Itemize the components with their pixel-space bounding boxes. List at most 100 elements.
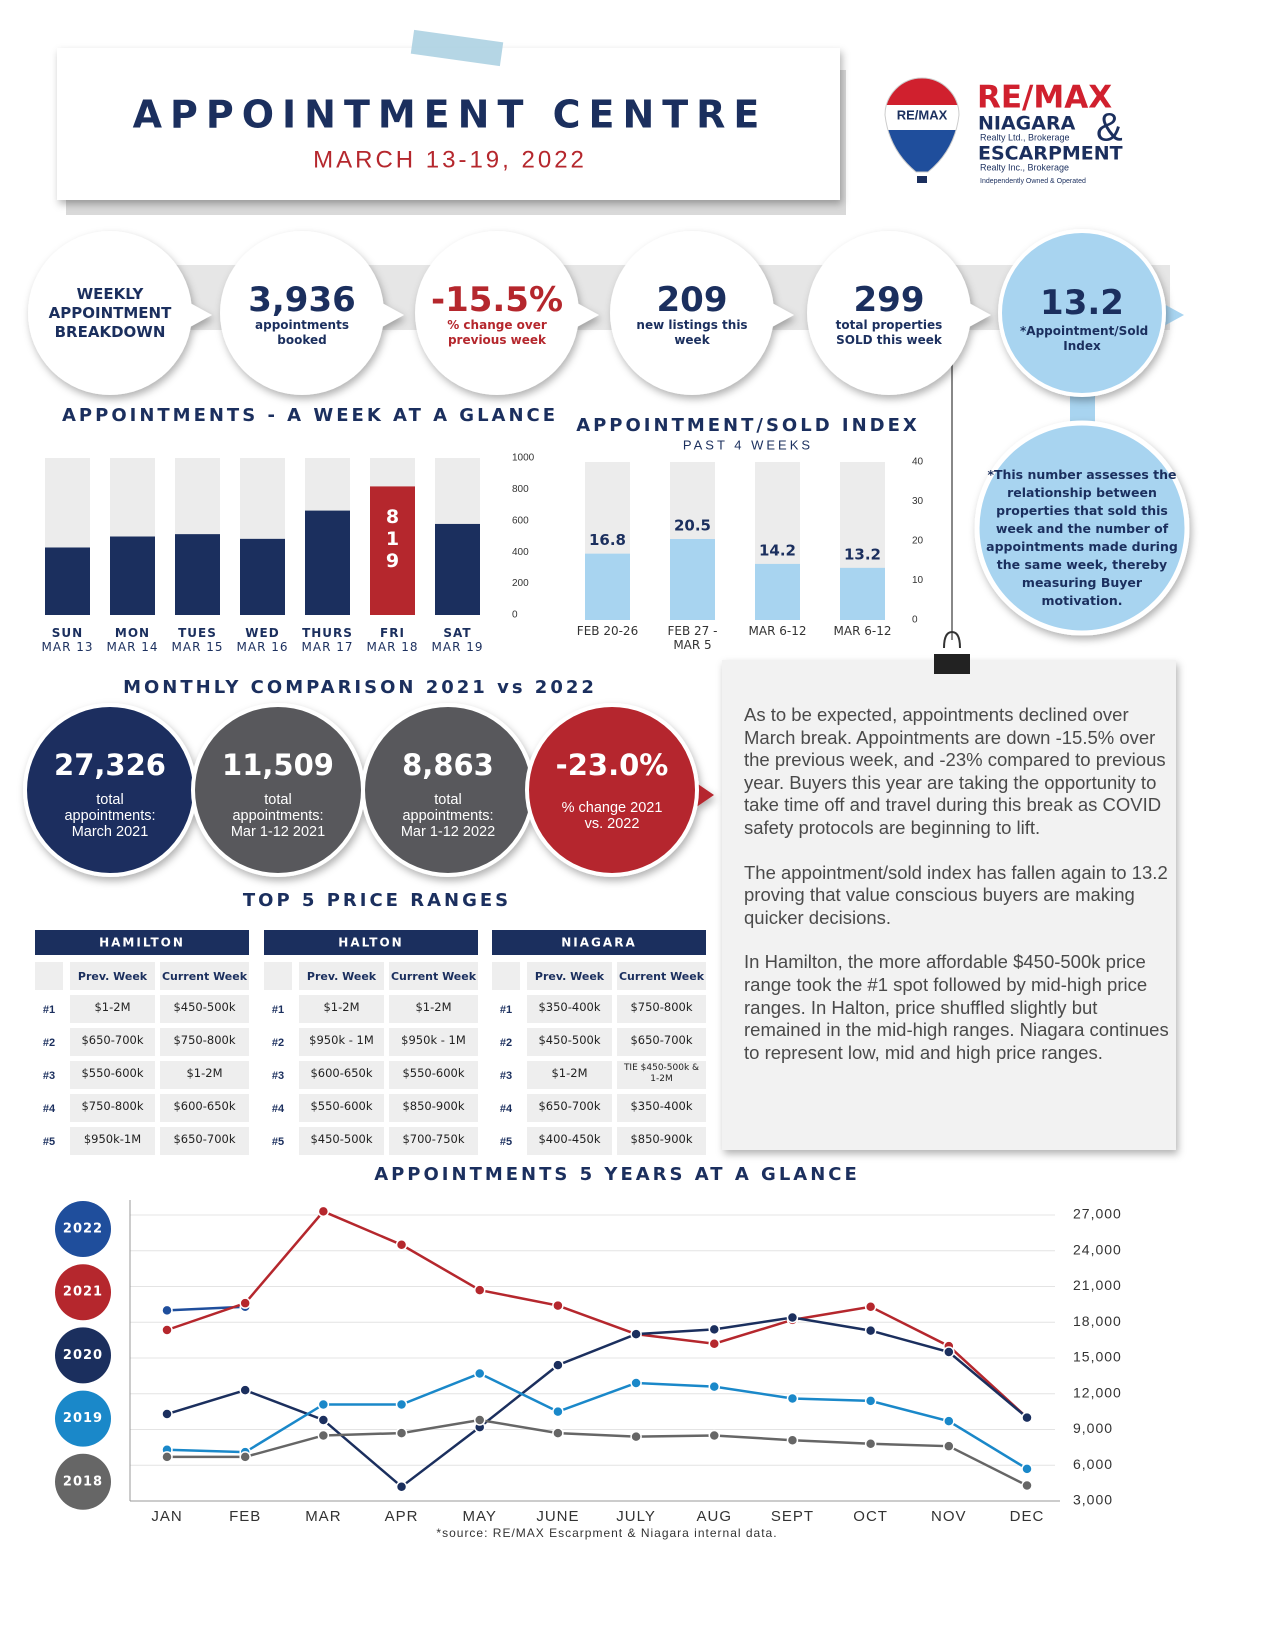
point: [239, 1384, 251, 1396]
point: [317, 1414, 330, 1426]
x-tick-sublabel: MAR 15: [171, 640, 224, 654]
y-tick-label: 400: [512, 547, 529, 558]
x-tick-sublabel: MAR 14: [106, 640, 159, 654]
table-value: $750-800k: [81, 1099, 144, 1113]
x-tick-sublabel: MAR 16: [236, 640, 289, 654]
binder-clip: [934, 630, 970, 674]
bar: [670, 539, 715, 620]
table-value: $950k - 1M: [309, 1033, 374, 1047]
x-tick-sublabel: MAR 19: [431, 640, 484, 654]
table-cell: [527, 1028, 612, 1056]
y-tick-label: 800: [512, 484, 529, 495]
table-cell: [389, 1061, 478, 1089]
y-tick-label: 200: [512, 578, 529, 589]
bar-value-label: 819: [385, 506, 400, 573]
commentary-paragraph: In Hamilton, the more affordable $450-50…: [744, 951, 1169, 1063]
logo-brand: RE/MAX: [977, 80, 1112, 116]
stat-caption: total properties SOLD this week: [835, 318, 943, 347]
table-cell: [617, 995, 706, 1023]
x-tick-label: APR: [385, 1508, 419, 1525]
table-cell: [617, 1127, 706, 1155]
x-tick-label: FRI: [380, 626, 405, 640]
table-cell: [299, 1028, 384, 1056]
table-value: $400-450k: [538, 1132, 601, 1146]
table-cell: [160, 1094, 249, 1122]
table-cell: [70, 962, 155, 990]
line-chart-title: APPOINTMENTS 5 YEARS AT A GLANCE: [374, 1164, 860, 1185]
table-cell: [389, 1028, 478, 1056]
bar-value-label: 16.8: [589, 531, 626, 549]
x-tick-label: MAY: [463, 1508, 497, 1525]
point: [1021, 1463, 1033, 1475]
table-cell: [617, 962, 706, 990]
table-value: $1-2M: [551, 1066, 588, 1080]
point: [864, 1324, 877, 1337]
table-cell: [35, 962, 63, 990]
y-tick-label: 6,000: [1073, 1456, 1113, 1472]
table-cell: [160, 1028, 249, 1056]
table-name: HALTON: [338, 936, 403, 950]
x-tick-label: MON: [114, 626, 151, 640]
table-cell: [527, 1127, 612, 1155]
x-tick-sublabel: MAR 17: [301, 640, 354, 654]
table-cell: [527, 962, 612, 990]
point: [943, 1415, 955, 1427]
rank: #2: [500, 1037, 512, 1049]
legend-swatch: [55, 1390, 111, 1447]
monthly-caption: total appointments: Mar 1-12 2022: [400, 792, 496, 840]
rank: #4: [43, 1103, 56, 1115]
point: [708, 1337, 721, 1350]
y-tick-label: 40: [912, 457, 924, 468]
rank: #1: [500, 1004, 512, 1016]
bar: [840, 567, 885, 620]
table-cell: [389, 1127, 478, 1155]
stat-caption: new listings this week: [636, 318, 748, 347]
table-value: $650-700k: [173, 1132, 236, 1146]
table-name: HAMILTON: [99, 936, 185, 950]
monthly-caption: % change 2021 vs. 2022: [561, 800, 663, 832]
legend-label: 2018: [63, 1474, 103, 1489]
point: [239, 1297, 251, 1309]
legend-swatch: [55, 1453, 111, 1510]
x-tick-label: OCT: [853, 1508, 888, 1525]
line-series: [167, 1418, 1028, 1487]
point: [473, 1367, 486, 1380]
bar: [110, 536, 155, 615]
y-tick-label: 30: [912, 496, 924, 507]
table-value: $450-500k: [310, 1132, 373, 1146]
table-cell: [617, 1094, 706, 1122]
table-value: $850-900k: [630, 1132, 693, 1146]
table-cell: [389, 995, 478, 1023]
x-tick-label: FEB 27 - MAR 5: [667, 624, 718, 652]
table-cell: [70, 1061, 155, 1089]
table-value: $350-400k: [538, 1000, 601, 1014]
commentary-box: [722, 660, 1176, 1150]
monthly-value: 11,509: [222, 748, 334, 782]
y-tick-label: 27,000: [1073, 1206, 1122, 1222]
point: [161, 1451, 173, 1463]
point: [786, 1392, 799, 1405]
price-title: TOP 5 PRICE RANGES: [243, 890, 511, 911]
stat-value: -15.5%: [430, 280, 564, 320]
y-tick-label: 24,000: [1073, 1241, 1122, 1257]
table-cell: [70, 995, 155, 1023]
stat-value: 13.2: [1040, 283, 1124, 323]
point: [161, 1408, 173, 1420]
table-cell: [299, 962, 384, 990]
bar-value-label: 14.2: [759, 541, 796, 559]
bar: [755, 563, 800, 620]
x-tick-label: NOV: [931, 1508, 967, 1525]
table-value: $650-700k: [538, 1099, 601, 1113]
rank: #5: [43, 1136, 55, 1148]
table-value: $1-2M: [415, 1000, 452, 1014]
logo-escarpment-sub: Realty Inc., Brokerage: [980, 162, 1069, 172]
rank: #3: [500, 1070, 512, 1082]
bar: [435, 523, 480, 615]
line-series: [166, 1316, 1028, 1489]
weekly-label: WEEKLY APPOINTMENT BREAKDOWN: [48, 285, 172, 341]
legend-label: 2022: [63, 1222, 103, 1237]
x-tick-label: THURS: [302, 626, 353, 640]
point: [473, 1284, 486, 1296]
monthly-value: -23.0%: [555, 748, 669, 782]
